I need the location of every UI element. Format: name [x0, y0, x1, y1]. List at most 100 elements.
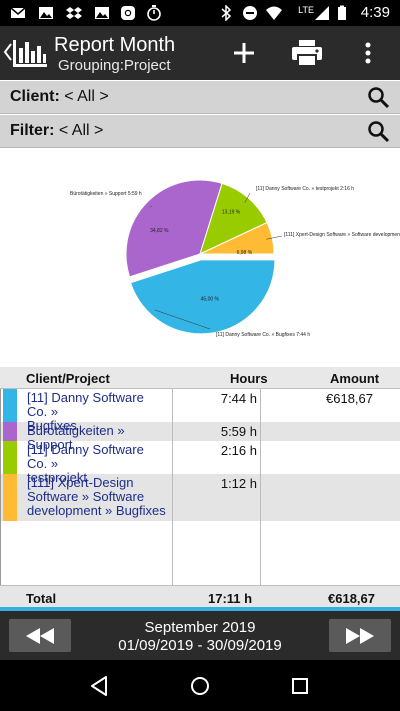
row-amount: €618,67 [326, 391, 373, 406]
overflow-menu-icon [365, 42, 371, 64]
row-hours: 7:44 h [220, 391, 257, 406]
pie-value-label: 13,19 % [222, 209, 241, 215]
overflow-menu-button[interactable] [348, 33, 388, 73]
column-header-project: Client/Project [26, 371, 110, 386]
text-filter-row[interactable]: Filter: < All > [0, 115, 400, 148]
pie-leader-line [244, 192, 251, 203]
row-project-line: development » Bugfixes [27, 503, 166, 518]
row-project: [11] Danny Software Co. » testprojekt [27, 443, 167, 485]
pie-value-label: 34,82 % [150, 228, 169, 234]
chevron-left-icon[interactable] [2, 40, 14, 64]
image-icon [95, 7, 109, 19]
row-project-line: [11] Danny Software Co. » [27, 390, 144, 419]
row-hours: 1:12 h [220, 476, 257, 491]
total-hours: 17:11 h [208, 591, 253, 606]
row-color-swatch [3, 422, 17, 441]
signal-icon [315, 6, 329, 20]
table-total-row: Total 17:11 h €618,67 [0, 585, 400, 609]
dropbox-icon [66, 7, 82, 19]
stopwatch-icon [147, 5, 161, 21]
add-button[interactable] [224, 33, 264, 73]
pie-slice-label: [11] Danny Software Co. » Bugfixes 7:44 … [216, 332, 310, 338]
period-navigation-bar: September 2019 01/09/2019 - 30/09/2019 [0, 611, 400, 660]
table-row[interactable]: [111] Xpert-Design Software » Software dev… [1, 474, 400, 521]
column-header-amount: Amount [330, 371, 380, 386]
row-project-line: Bürotätigkeiten » Support [27, 423, 125, 452]
back-icon[interactable] [88, 674, 112, 698]
row-color-swatch [3, 474, 17, 521]
client-value: < All > [59, 88, 109, 105]
previous-period-button[interactable] [9, 619, 71, 652]
row-color-swatch [3, 441, 17, 474]
text-filter: Filter: < All > [10, 122, 103, 140]
column-header-hours: Hours [230, 371, 268, 386]
app-logo-icon[interactable] [12, 38, 48, 68]
filter-label: Filter: [10, 122, 55, 139]
pie-chart-svg: 45,00 % [11] Danny Software Co. » Bugfixe… [70, 179, 400, 338]
pie-chart: 45,00 % [11] Danny Software Co. » Bugfixe… [0, 149, 400, 367]
pie-slice-label: Bürotätigkeiten » Support 5:59 h [70, 191, 142, 197]
table-row[interactable]: [11] Danny Software Co. » testprojekt 2:16… [1, 441, 400, 485]
wifi-icon [266, 6, 282, 20]
status-bar: LTE 4:39 [0, 0, 400, 26]
next-period-button[interactable] [329, 619, 391, 652]
table-row[interactable]: [11] Danny Software Co. » Bugfixes 7:44 h €… [1, 389, 400, 433]
period-title[interactable]: September 2019 [144, 619, 256, 636]
row-project-line: [111] Xpert-Design [27, 475, 134, 490]
client-filter: Client: < All > [10, 88, 109, 106]
battery-icon [338, 5, 346, 20]
column-divider [172, 389, 173, 585]
row-hours: 2:16 h [220, 443, 257, 458]
row-color-swatch [3, 389, 17, 422]
pie-value-label: 45,00 % [201, 297, 220, 303]
pie-value-label: 6,98 % [237, 250, 253, 256]
total-label: Total [26, 591, 57, 606]
total-amount: €618,67 [328, 591, 375, 606]
row-hours: 5:59 h [220, 424, 257, 439]
table-body: [111] Xpert-Design Software » Software dev… [0, 389, 400, 585]
table-header: Client/Project Hours Amount [0, 367, 400, 389]
row-project-line: Bugfixes [27, 418, 77, 433]
app-bar: Report Month Grouping:Project [0, 26, 400, 80]
pie-slice [199, 182, 268, 255]
pie-leader-line [154, 309, 211, 330]
clock: 4:39 [360, 4, 390, 21]
row-project: [111] Xpert-Design Software » Software dev… [27, 476, 167, 518]
pie-slice [129, 259, 276, 335]
recents-icon[interactable] [288, 674, 312, 698]
row-project: Bürotätigkeiten » Support [27, 424, 167, 452]
column-divider [260, 389, 261, 585]
row-project: [11] Danny Software Co. » Bugfixes [27, 391, 167, 433]
image-icon [39, 7, 53, 19]
system-navigation-bar [0, 660, 400, 711]
period-range[interactable]: 01/09/2019 - 30/09/2019 [118, 637, 282, 654]
table-row[interactable]: Bürotätigkeiten » Support 5:59 h [1, 422, 400, 452]
search-icon[interactable] [366, 85, 390, 109]
row-project-line: Software » Software [27, 489, 145, 504]
pie-slice-label: [11] Danny Software Co. » testprojekt 2:… [256, 186, 354, 192]
bluetooth-icon [221, 5, 232, 21]
page-title: Report Month [54, 34, 176, 56]
row-project-line: [11] Danny Software Co. » [27, 442, 144, 471]
add-icon [234, 43, 254, 63]
client-label: Client: [10, 88, 60, 105]
pie-leader-line [149, 205, 152, 208]
home-icon[interactable] [188, 674, 212, 698]
pie-slice [125, 179, 223, 278]
rewind-icon [26, 627, 54, 644]
fast-forward-icon [346, 627, 374, 644]
accent-divider [0, 607, 400, 611]
dnd-icon [243, 6, 257, 20]
print-icon [292, 40, 322, 67]
print-button[interactable] [287, 33, 327, 73]
filter-value: < All > [54, 122, 104, 139]
row-project-line: testprojekt [27, 470, 87, 485]
pie-slice-label: [111] Xpert-Design Software » Software d… [284, 232, 400, 238]
client-filter-row[interactable]: Client: < All > [0, 81, 400, 114]
mail-icon [10, 7, 26, 18]
instagram-icon [121, 6, 135, 20]
network-type: LTE [298, 5, 314, 15]
search-icon[interactable] [366, 119, 390, 143]
pie-leader-line [266, 235, 283, 240]
